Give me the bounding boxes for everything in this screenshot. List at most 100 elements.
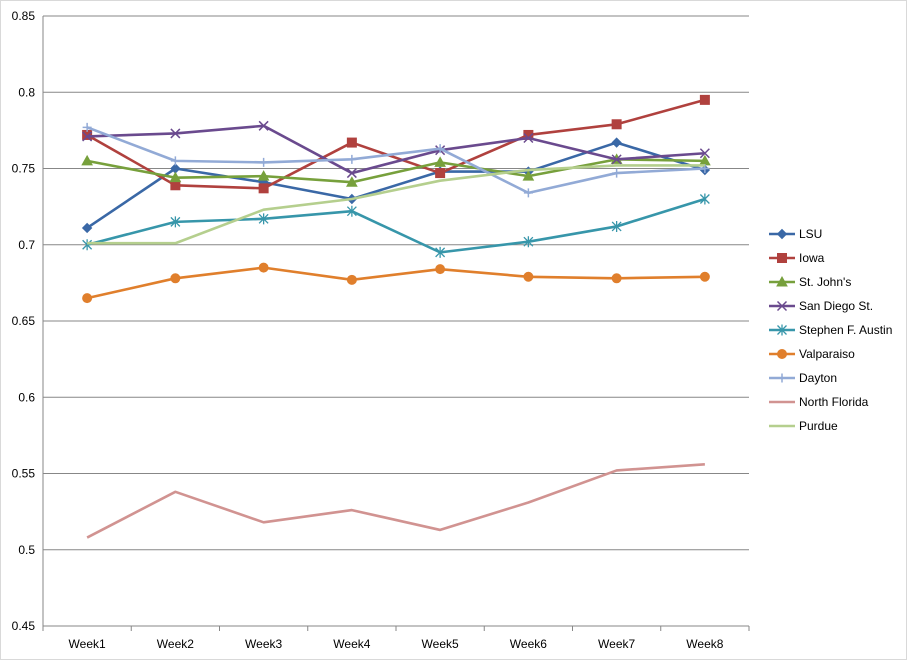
y-tick-label: 0.65 — [12, 314, 36, 328]
legend-label: St. John's — [799, 275, 851, 289]
x-tick-label: Week8 — [686, 637, 723, 651]
series-san-diego-st — [82, 120, 710, 179]
legend-label: North Florida — [799, 395, 869, 409]
y-tick-label: 0.8 — [18, 85, 35, 99]
data-point-san-diego-st — [523, 132, 534, 144]
data-point-dayton — [347, 154, 357, 164]
x-tick-label: Week3 — [245, 637, 282, 651]
data-point-stephen-f-austin — [523, 236, 534, 248]
data-point-dayton — [523, 188, 533, 198]
legend-label: LSU — [799, 227, 822, 241]
y-tick-label: 0.55 — [12, 467, 36, 481]
legend-marker — [777, 373, 787, 383]
data-point-stephen-f-austin — [699, 193, 710, 205]
y-tick-label: 0.45 — [12, 619, 36, 633]
legend-item-san-diego-st: San Diego St. — [769, 299, 873, 313]
legend: LSU Iowa St. John's San Diego St. Stephen F.… — [769, 227, 892, 433]
data-point-st-john-s — [522, 170, 535, 181]
data-point-san-diego-st — [346, 168, 357, 179]
legend-label: Dayton — [799, 371, 837, 385]
series-stephen-f-austin — [82, 193, 710, 258]
data-point-iowa — [346, 137, 357, 148]
series-line-valparaiso — [86, 266, 705, 300]
series-line-lsu — [86, 141, 706, 230]
data-point-st-john-s — [81, 154, 93, 166]
data-point-stephen-f-austin — [82, 239, 93, 251]
series-line-north-florida — [86, 463, 705, 539]
y-tick-label: 0.75 — [12, 162, 36, 176]
data-point-dayton — [259, 157, 269, 167]
data-point-valparaiso — [611, 273, 622, 284]
series-line-purdue — [87, 164, 705, 245]
y-tick-label: 0.7 — [18, 238, 35, 252]
data-point-valparaiso — [258, 262, 269, 273]
legend-marker — [776, 300, 788, 312]
x-tick-label: Week6 — [510, 637, 547, 651]
legend-label: Valparaiso — [799, 347, 855, 361]
data-point-san-diego-st — [82, 131, 93, 142]
legend-marker — [777, 253, 787, 263]
data-point-valparaiso — [346, 274, 357, 285]
legend-marker — [777, 324, 787, 336]
x-tick-label: Week4 — [333, 637, 370, 651]
series-purdue — [87, 164, 705, 245]
series-st-john-s — [81, 153, 711, 187]
y-tick-label: 0.85 — [12, 9, 36, 23]
data-point-valparaiso — [82, 293, 93, 304]
legend-item-purdue: Purdue — [769, 419, 838, 433]
x-tick-label: Week7 — [598, 637, 635, 651]
series-valparaiso — [82, 262, 710, 304]
gridlines — [43, 15, 749, 551]
series-north-florida — [86, 463, 705, 539]
data-point-dayton — [435, 144, 445, 154]
data-point-valparaiso — [170, 273, 181, 284]
series-line-st-john-s — [86, 158, 705, 184]
data-point-iowa — [611, 119, 622, 130]
data-point-lsu — [611, 137, 622, 148]
series-line-iowa — [86, 98, 706, 190]
data-point-stephen-f-austin — [346, 205, 357, 217]
data-point-san-diego-st — [170, 128, 181, 139]
data-point-valparaiso — [435, 264, 446, 275]
data-point-stephen-f-austin — [611, 220, 622, 232]
legend-item-valparaiso: Valparaiso — [769, 347, 855, 361]
data-point-valparaiso — [523, 271, 534, 282]
series-line-san-diego-st — [87, 124, 705, 175]
series-dayton — [82, 122, 710, 198]
series-line-stephen-f-austin — [86, 197, 706, 254]
legend-label: Purdue — [799, 419, 838, 433]
legend-label: Stephen F. Austin — [799, 323, 892, 337]
legend-marker — [776, 275, 788, 287]
data-point-dayton — [612, 168, 622, 178]
data-point-iowa — [523, 129, 534, 140]
data-point-st-john-s — [346, 176, 358, 187]
data-point-iowa — [435, 168, 446, 179]
data-point-dayton — [82, 122, 92, 132]
legend-marker — [777, 349, 787, 359]
data-point-iowa — [258, 183, 269, 194]
series-line-dayton — [86, 126, 705, 195]
series-lines — [81, 94, 711, 539]
data-point-iowa — [699, 94, 710, 105]
data-point-san-diego-st — [611, 154, 622, 165]
data-point-dayton — [170, 156, 180, 166]
axes: 0.45 0.5 0.55 0.6 0.65 0.7 0.75 0.8 0.85 Week1 Wee… — [12, 9, 750, 651]
data-point-st-john-s — [257, 170, 270, 181]
data-point-san-diego-st — [699, 148, 710, 159]
legend-item-stephen-f-austin: Stephen F. Austin — [769, 323, 892, 337]
data-point-lsu — [81, 222, 93, 234]
y-tick-label: 0.5 — [18, 543, 35, 557]
data-point-st-john-s — [434, 156, 446, 167]
data-point-san-diego-st — [258, 120, 269, 131]
data-point-st-john-s — [169, 171, 182, 183]
legend-item-st-john-s: St. John's — [769, 275, 851, 289]
legend-item-lsu: LSU — [769, 227, 822, 241]
x-tick-label: Week2 — [157, 637, 194, 651]
series-iowa — [82, 94, 710, 194]
legend-item-north-florida: North Florida — [769, 395, 869, 409]
x-tick-label: Week5 — [422, 637, 459, 651]
data-point-stephen-f-austin — [435, 246, 446, 258]
x-tick-label: Week1 — [69, 637, 106, 651]
